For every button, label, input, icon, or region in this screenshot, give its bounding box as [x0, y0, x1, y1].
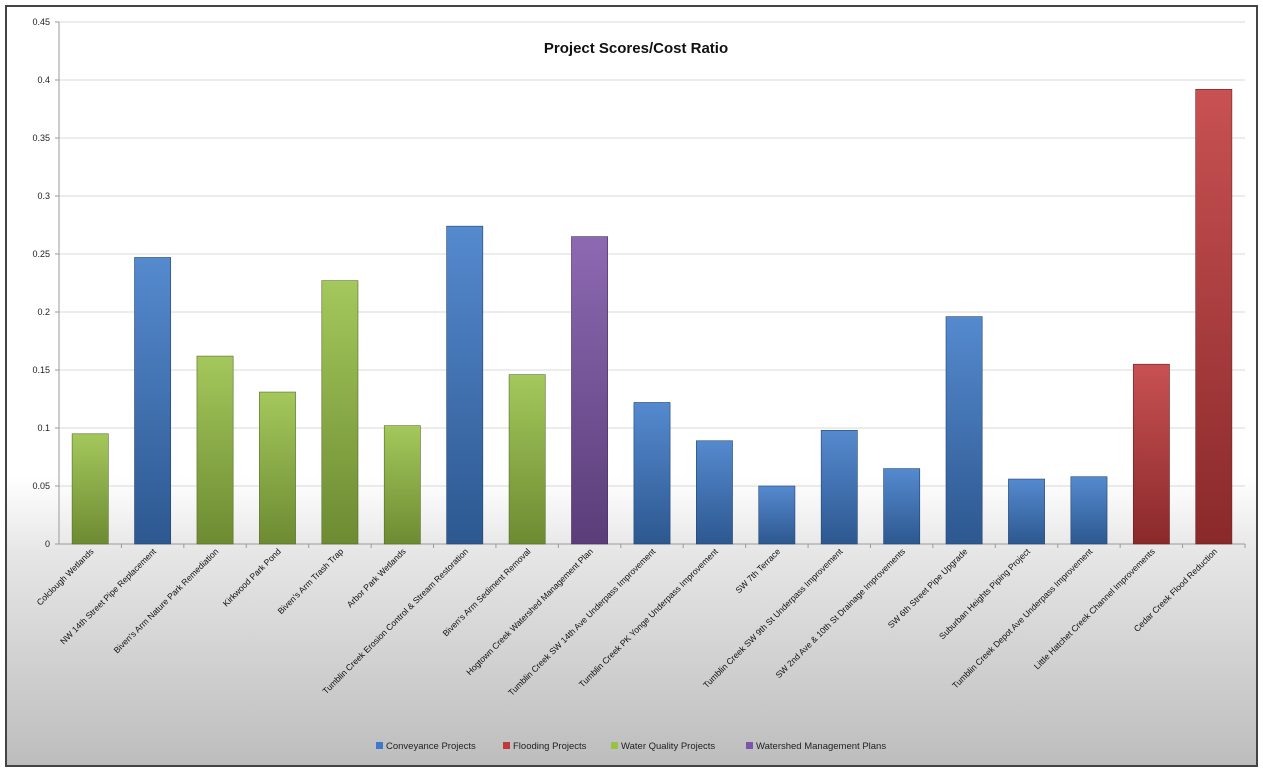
bar [945, 316, 983, 545]
legend-label: Conveyance Projects [386, 741, 476, 752]
bar [696, 440, 733, 545]
bar [633, 402, 671, 545]
bar [508, 374, 546, 545]
bar [758, 485, 796, 545]
bar [1132, 363, 1170, 545]
bar [820, 430, 858, 545]
legend: Conveyance Projects Flooding Projects Wate… [376, 741, 886, 752]
bar [321, 280, 359, 545]
chart-background [7, 7, 1256, 765]
y-tick-label: 0.45 [32, 17, 50, 27]
legend-swatch [611, 742, 618, 749]
bar [383, 425, 421, 545]
gridlines [59, 21, 1245, 487]
bar [446, 225, 484, 545]
bar [571, 236, 608, 545]
y-tick-label: 0.25 [32, 249, 50, 259]
bar [134, 257, 172, 545]
legend-item: Watershed Management Plans [746, 741, 886, 752]
y-tick-label: 0.1 [37, 423, 50, 433]
chart-frame: 0 0.05 0.1 0.15 0.2 0.25 0.3 0.35 0.4 0.45 Colclo… [5, 5, 1258, 767]
bar [883, 468, 921, 545]
y-tick-label: 0.05 [32, 481, 50, 491]
legend-item: Water Quality Projects [611, 741, 715, 752]
bar [1070, 476, 1108, 545]
legend-swatch [746, 742, 753, 749]
legend-swatch [503, 742, 510, 749]
y-tick-label: 0.15 [32, 365, 50, 375]
bar [259, 391, 296, 545]
bar [1008, 478, 1045, 545]
bar [1195, 88, 1233, 545]
legend-item: Conveyance Projects [376, 741, 476, 752]
y-tick-label: 0.4 [37, 75, 50, 85]
bar [71, 433, 109, 545]
legend-label: Watershed Management Plans [756, 741, 886, 752]
bars [71, 88, 1233, 545]
y-tick-label: 0.35 [32, 133, 50, 143]
y-tick-label: 0.3 [37, 191, 50, 201]
y-tick-label: 0.2 [37, 307, 50, 317]
chart-title: Project Scores/Cost Ratio [544, 40, 728, 57]
bar-chart: 00.050.10.150.20.250.30.350.40.45 Colclo… [7, 7, 1256, 765]
legend-label: Water Quality Projects [621, 741, 715, 752]
y-tick-label: 0 [45, 539, 50, 549]
bar [196, 355, 234, 545]
legend-swatch [376, 742, 383, 749]
legend-label: Flooding Projects [513, 741, 587, 752]
legend-item: Flooding Projects [503, 741, 587, 752]
